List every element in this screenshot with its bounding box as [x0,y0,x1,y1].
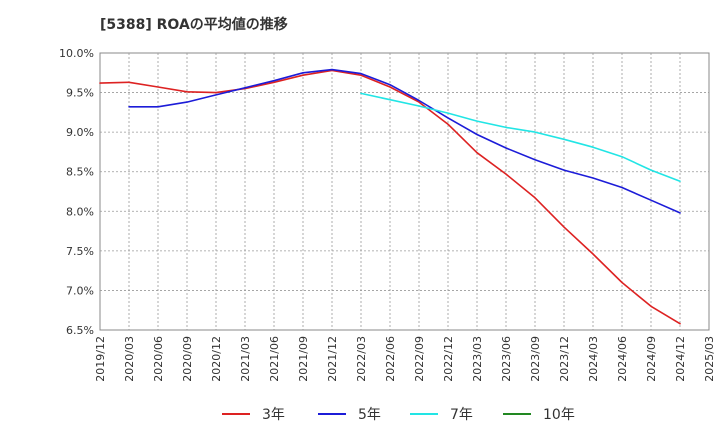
chart-title: [5388] ROAの平均値の推移 [100,17,288,33]
series-line-3年 [99,69,681,325]
y-axis-ticks: 6.5% 7.0% 7.5% 8.0% 8.5% 9.0% 9.5% 10.0% [59,47,94,337]
y-tick-label: 6.5% [66,324,94,337]
x-tick-label: 2025/03 [703,336,716,382]
legend-item: 10年 [503,407,575,423]
x-tick-label: 2020/03 [123,336,136,382]
x-tick-label: 2021/03 [239,336,252,382]
x-tick-label: 2023/06 [500,336,513,382]
x-tick-label: 2024/09 [645,336,658,382]
x-tick-label: 2020/09 [181,336,194,382]
y-tick-label: 9.0% [66,126,94,139]
x-tick-label: 2024/12 [674,336,687,382]
legend-label: 5年 [358,407,381,423]
x-tick-label: 2022/03 [355,336,368,382]
x-tick-label: 2021/06 [268,336,281,382]
y-tick-label: 10.0% [59,47,94,60]
x-tick-label: 2022/09 [413,336,426,382]
x-tick-label: 2020/12 [210,336,223,382]
x-tick-label: 2022/12 [442,336,455,382]
x-tick-label: 2021/09 [297,336,310,382]
x-tick-label: 2021/12 [326,336,339,382]
y-tick-label: 8.0% [66,205,94,218]
x-tick-label: 2024/03 [587,336,600,382]
legend: 3年 5年 7年 10年 [222,407,575,423]
series-line-7年 [360,92,681,182]
y-tick-label: 7.0% [66,284,94,297]
x-axis-ticks: 2019/12 2020/03 2020/06 2020/09 2020/12 2021/… [94,336,716,382]
series-line-5年 [128,68,681,214]
y-tick-label: 8.5% [66,166,94,179]
legend-item: 7年 [410,407,473,423]
x-tick-label: 2023/03 [471,336,484,382]
y-tick-label: 9.5% [66,87,94,100]
legend-label: 10年 [543,407,575,423]
x-tick-label: 2023/09 [529,336,542,382]
x-tick-label: 2024/06 [616,336,629,382]
x-tick-label: 2022/06 [384,336,397,382]
legend-item: 5年 [318,407,381,423]
legend-label: 3年 [262,407,285,423]
legend-label: 7年 [450,407,473,423]
legend-item: 3年 [222,407,285,423]
y-tick-label: 7.5% [66,245,94,258]
series-layer [99,68,681,325]
x-tick-label: 2020/06 [152,336,165,382]
x-tick-label: 2019/12 [94,336,107,382]
x-tick-label: 2023/12 [558,336,571,382]
